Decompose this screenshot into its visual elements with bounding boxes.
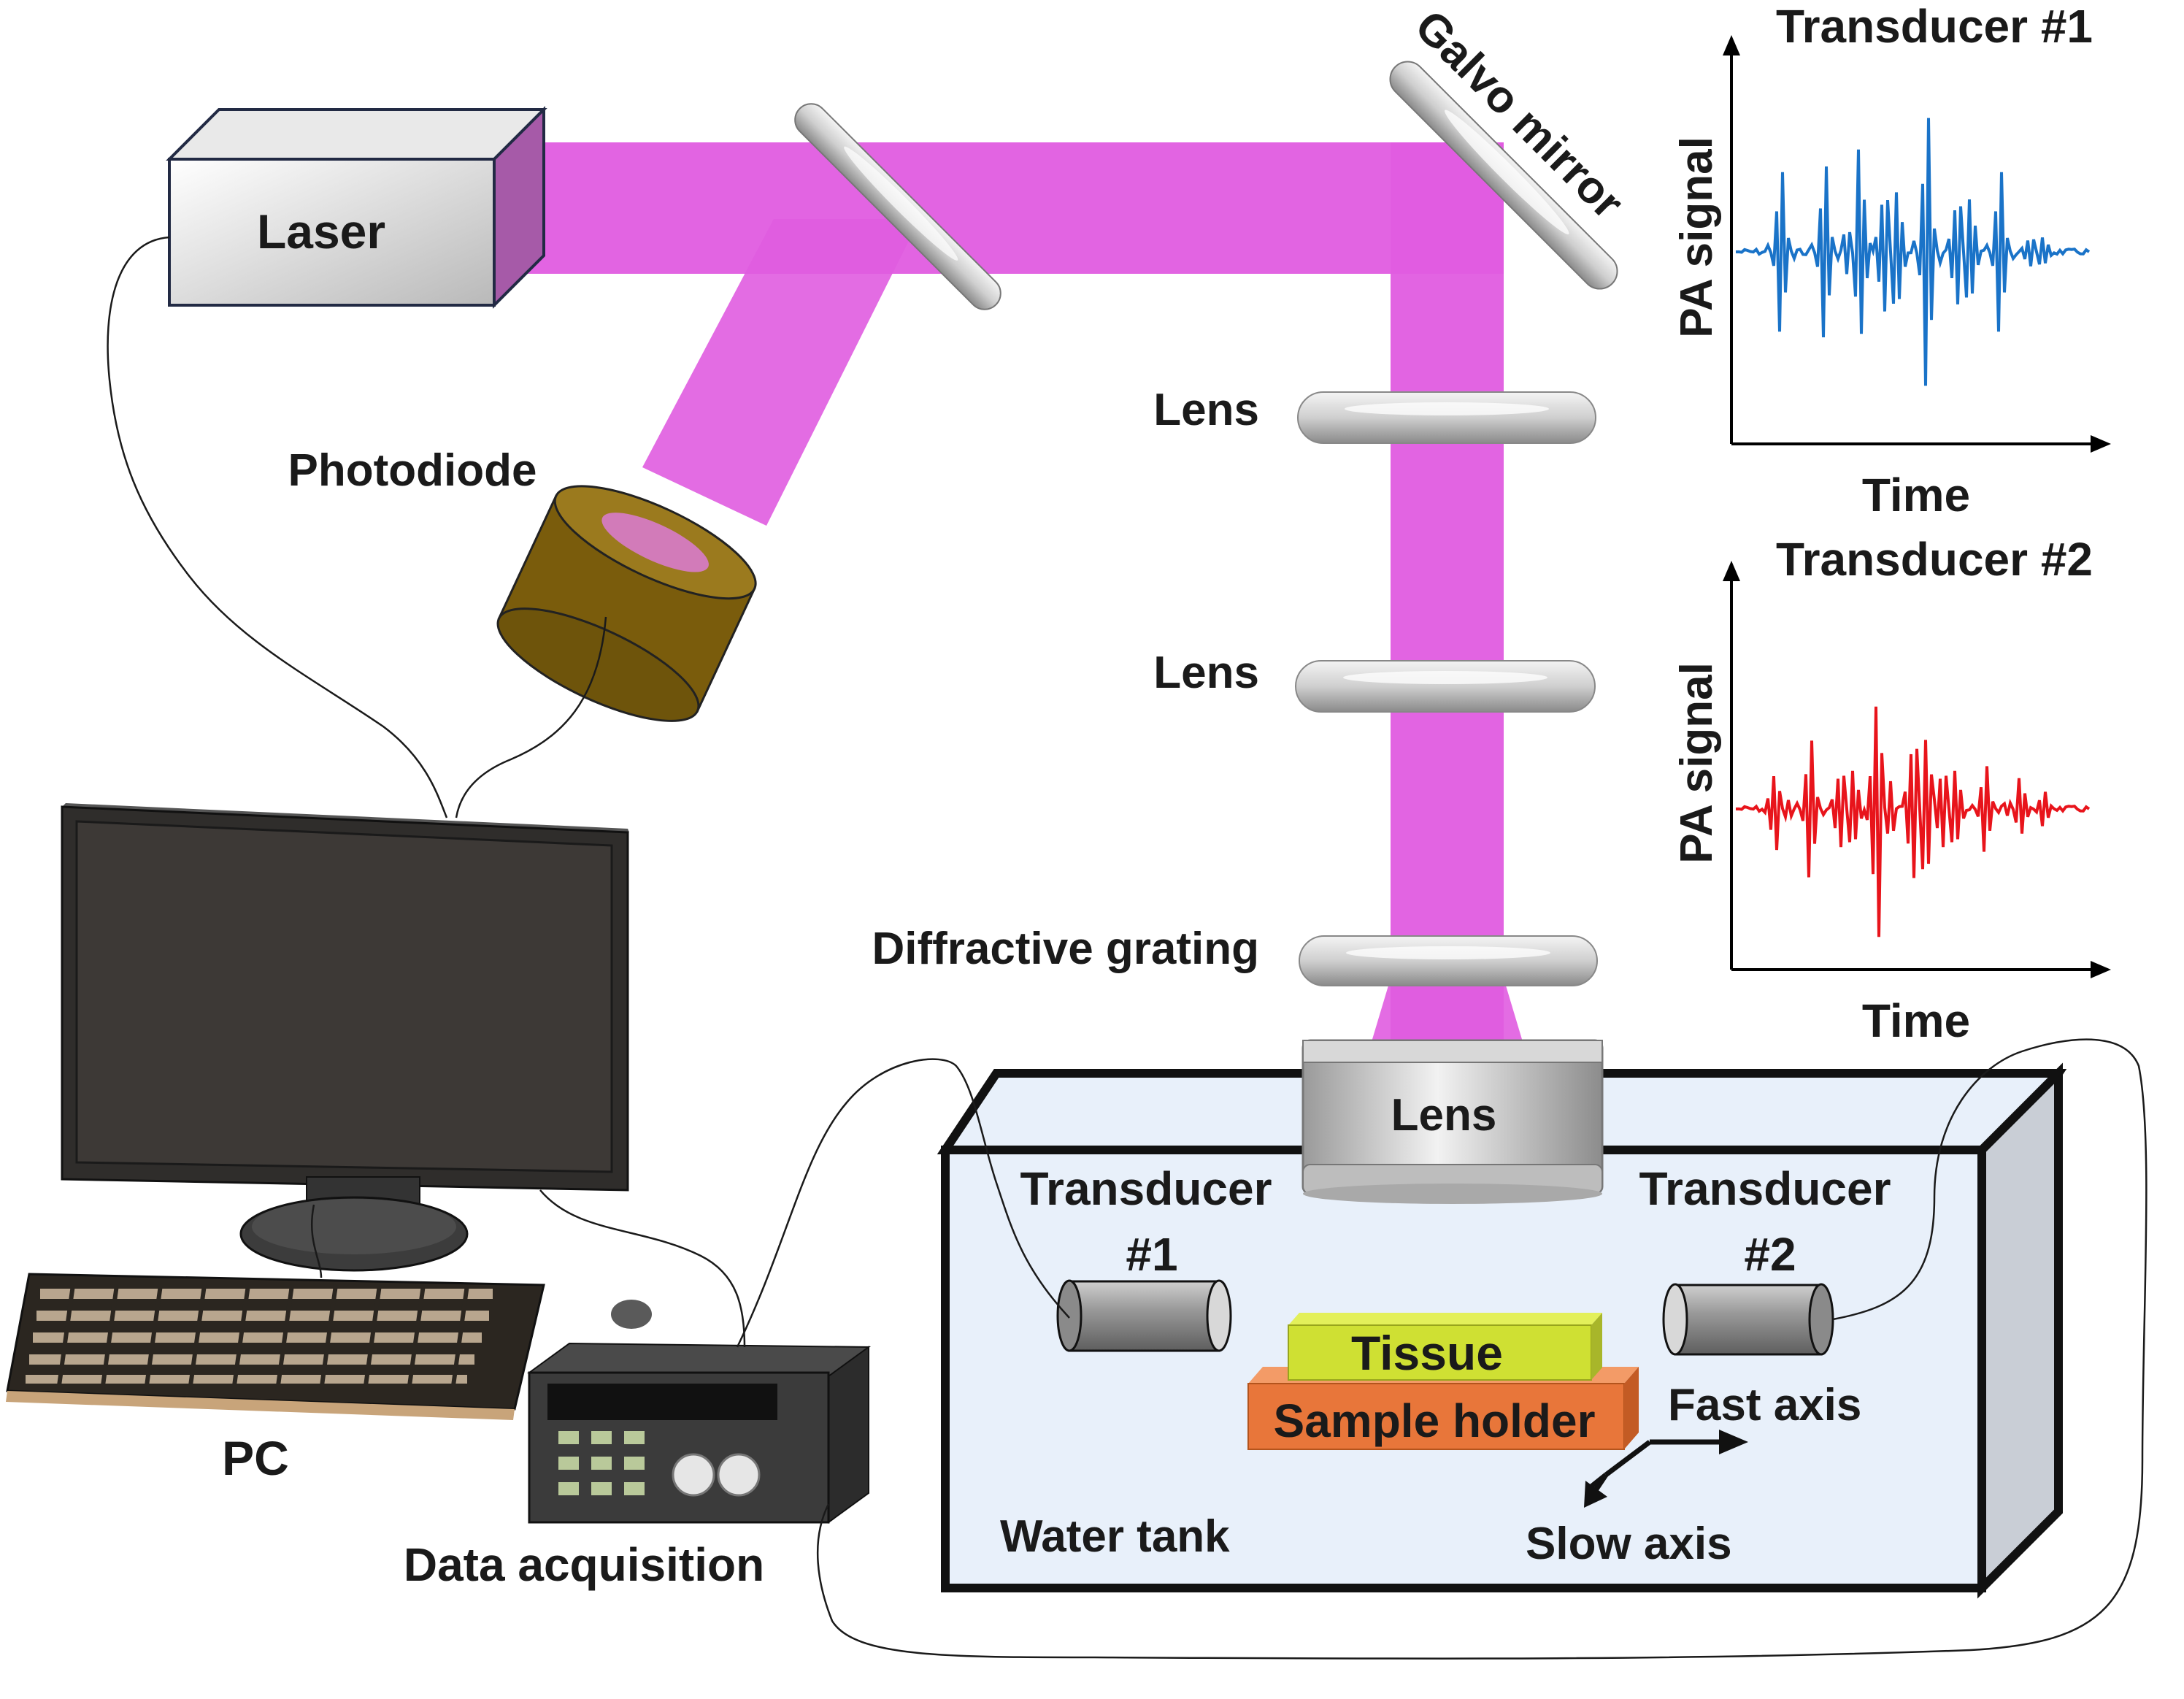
beam-to-photodiode	[642, 219, 920, 526]
plot-1-ylabel: PA signal	[1672, 137, 1722, 338]
tissue	[1288, 1313, 1602, 1381]
sample-holder-label: Sample holder	[1274, 1395, 1596, 1447]
pc-monitor	[61, 803, 629, 1272]
water-tank-label: Water tank	[1000, 1511, 1230, 1562]
tissue-label: Tissue	[1351, 1326, 1503, 1380]
transducer-2-label: Transducer	[1639, 1162, 1891, 1215]
photodiode	[496, 485, 757, 722]
lens-1-label: Lens	[1153, 385, 1259, 435]
beam-vertical	[1391, 142, 1504, 1040]
plot-1-title: Transducer #1	[1776, 0, 2093, 53]
diffractive-grating-label: Diffractive grating	[872, 924, 1259, 974]
laser-label: Laser	[257, 204, 385, 258]
laser-device: Laser	[166, 106, 547, 309]
plot-2-xlabel: Time	[1862, 994, 1970, 1047]
plot-transducer-2	[1723, 561, 2111, 978]
galvo-mirror	[1389, 61, 1618, 290]
lens-2-label: Lens	[1153, 648, 1259, 698]
transducer-2	[1662, 1283, 1834, 1356]
pa-signal-trace-2	[1735, 706, 2091, 937]
photodiode-label: Photodiode	[288, 445, 537, 496]
beam-widening	[1369, 978, 1526, 1051]
lens-1	[1297, 391, 1596, 444]
pa-signal-trace-1	[1735, 118, 2091, 386]
transducer-1-number: #1	[1126, 1228, 1177, 1281]
transducer-2-number: #2	[1744, 1228, 1796, 1281]
plot-2-ylabel: PA signal	[1672, 662, 1722, 864]
transducer-1-label: Transducer	[1020, 1162, 1272, 1215]
transducer-1	[1056, 1279, 1232, 1352]
wires	[107, 236, 2148, 1660]
beam-splitter-mirror	[794, 103, 1001, 310]
pc-label: PC	[222, 1431, 289, 1485]
data-acquisition-unit	[526, 1300, 872, 1524]
data-acquisition-label: Data acquisition	[404, 1538, 764, 1591]
lens-2	[1295, 660, 1596, 713]
fast-axis-label: Fast axis	[1668, 1380, 1861, 1430]
pc-keyboard	[6, 1273, 545, 1420]
beam-horizontal	[504, 142, 1504, 274]
objective-lens	[1301, 1039, 1604, 1204]
scan-axes	[1584, 1430, 1748, 1508]
objective-lens-label: Lens	[1391, 1090, 1497, 1140]
plot-2-title: Transducer #2	[1776, 533, 2093, 586]
slow-axis-label: Slow axis	[1526, 1519, 1732, 1569]
plot-1-xlabel: Time	[1862, 469, 1970, 521]
plot-transducer-1	[1723, 35, 2111, 453]
diffractive-grating	[1299, 935, 1598, 986]
